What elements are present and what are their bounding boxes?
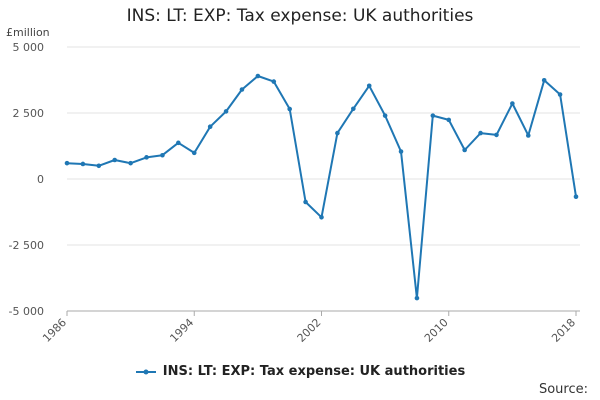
- data-point: [351, 106, 356, 112]
- data-point: [255, 73, 261, 79]
- data-point: [112, 157, 118, 163]
- data-point: [446, 117, 452, 123]
- data-point: [557, 92, 563, 97]
- data-point: [128, 160, 133, 166]
- data-point: [303, 199, 308, 205]
- legend-swatch: [135, 369, 156, 374]
- data-point: [271, 79, 277, 84]
- data-point: [160, 152, 165, 158]
- series-line: [66, 75, 577, 300]
- data-point: [207, 124, 213, 130]
- x-axis: 1986 1994 2002 2010 2018: [40, 310, 580, 345]
- data-point: [239, 87, 245, 92]
- data-point: [398, 149, 404, 154]
- y-tick-label: -5 000: [9, 305, 44, 318]
- y-tick-label: 0: [37, 173, 44, 186]
- data-point: [414, 295, 420, 301]
- chart-title: INS: LT: EXP: Tax expense: UK authoritie…: [126, 6, 474, 26]
- data-point: [223, 109, 229, 114]
- series-group: [64, 73, 579, 301]
- legend: INS: LT: EXP: Tax expense: UK authoritie…: [0, 364, 600, 379]
- data-point: [462, 147, 467, 153]
- y-axis-unit-label: £million: [6, 26, 50, 39]
- data-point: [510, 101, 515, 106]
- y-tick-label: 2 500: [13, 107, 45, 120]
- y-tick-label: -2 500: [9, 239, 44, 252]
- x-tick-label: 1986: [40, 316, 69, 345]
- data-point: [366, 83, 372, 89]
- data-point: [96, 163, 102, 169]
- x-tick-label: 2002: [295, 316, 324, 345]
- gridlines: [67, 46, 580, 312]
- data-point: [287, 106, 292, 112]
- legend-label: INS: LT: EXP: Tax expense: UK authoritie…: [162, 364, 466, 379]
- data-point: [478, 130, 483, 136]
- data-point: [494, 132, 499, 138]
- data-point: [191, 150, 197, 156]
- y-axis-ticks: 5 000 2 500 0 -2 500 -5 000: [9, 41, 44, 318]
- data-point: [319, 214, 324, 220]
- data-point: [573, 194, 579, 199]
- source-label: Source:: [538, 382, 588, 397]
- data-point: [525, 133, 531, 138]
- x-tick-label: 1994: [167, 316, 196, 345]
- x-tick-label: 2010: [422, 316, 451, 345]
- data-point: [382, 113, 388, 118]
- data-point: [80, 161, 86, 167]
- data-point: [64, 160, 70, 166]
- data-point: [335, 130, 340, 136]
- data-point: [176, 140, 181, 146]
- data-point: [541, 77, 547, 83]
- data-point: [144, 155, 149, 160]
- data-point: [430, 113, 436, 118]
- line-chart: 5 000 2 500 0 -2 500 -5 000 1986 1994 2002 2010…: [9, 41, 580, 345]
- y-tick-label: 5 000: [13, 41, 45, 54]
- x-tick-label: 2018: [549, 316, 578, 345]
